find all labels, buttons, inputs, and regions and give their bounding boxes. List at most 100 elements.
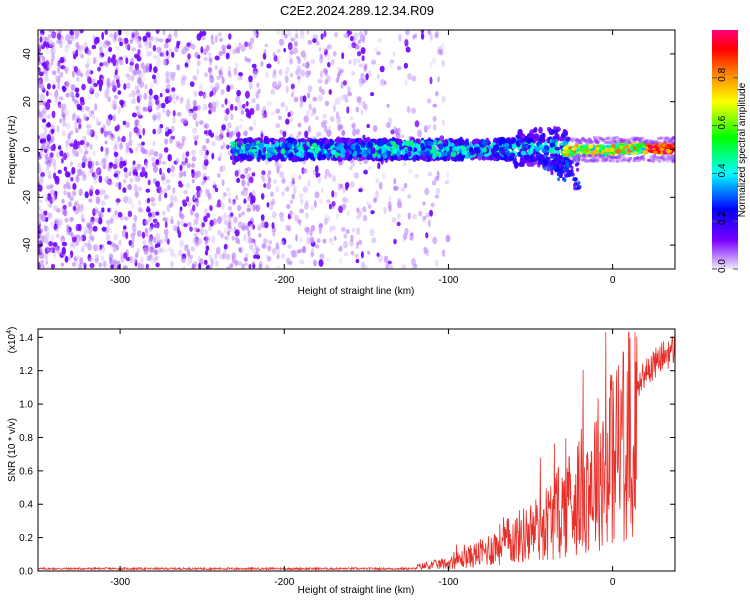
spectrogram-cell xyxy=(46,122,52,128)
spectrogram-cell xyxy=(448,142,455,147)
spectrogram-cell xyxy=(40,138,45,144)
spectrogram-cell xyxy=(369,228,375,237)
spectrogram-cell xyxy=(432,115,437,122)
spectrogram-cell xyxy=(304,212,309,220)
spectrogram-cell xyxy=(268,240,273,245)
spectrogram-cell xyxy=(391,217,397,223)
spectrogram-cell xyxy=(422,201,426,206)
spectrogram-cell xyxy=(196,191,202,199)
spectrogram-cell xyxy=(575,186,579,191)
spectrogram-cell xyxy=(148,40,152,49)
spectrogram-cell xyxy=(360,47,366,55)
spectrogram-cell xyxy=(315,131,320,139)
spectrogram-cell xyxy=(316,172,321,177)
spectrogram-cell xyxy=(271,222,275,229)
spectrogram-cell xyxy=(354,43,360,50)
spectrogram-cell xyxy=(172,90,176,99)
spectrogram-cell xyxy=(455,146,461,152)
spectrogram-cell xyxy=(528,157,532,163)
spectrogram-cell xyxy=(353,172,360,179)
spectrogram-cell xyxy=(157,126,161,133)
spectrogram-cell xyxy=(209,132,215,138)
spectrogram-cell xyxy=(201,103,207,111)
spectrogram-cell xyxy=(180,213,185,220)
spectrogram-cell xyxy=(514,161,519,169)
spectrogram-cell xyxy=(249,37,255,44)
spectrogram-cell xyxy=(315,139,319,144)
spectrogram-cell xyxy=(360,109,364,115)
spectrogram-cell xyxy=(270,191,274,197)
spectrogram-cell xyxy=(276,49,281,53)
spectrogram-cell xyxy=(339,183,344,189)
spectrogram-cell xyxy=(48,174,52,180)
spectrogram-cell xyxy=(126,82,131,89)
spectrogram-cell xyxy=(416,138,421,145)
spectrogram-cell xyxy=(59,218,63,226)
spectrogram-cell xyxy=(317,79,323,84)
spectrogram-cell xyxy=(53,172,57,180)
spectrogram-cell xyxy=(322,68,328,74)
spectrogram-cell xyxy=(261,155,266,161)
spectrogram-cell xyxy=(148,88,153,96)
spectrogram-cell xyxy=(276,166,280,174)
spectrogram-cell xyxy=(316,238,321,244)
spectrogram-cell xyxy=(134,85,140,91)
spectrogram-cell xyxy=(96,244,101,252)
spectrogram-cell xyxy=(227,70,232,77)
spectrogram-cell xyxy=(91,44,97,50)
spectrogram-cell xyxy=(324,174,328,179)
x-tick-label: -200 xyxy=(274,577,294,588)
spectrogram-cell xyxy=(244,167,249,174)
spectrogram-cell xyxy=(95,160,99,166)
spectrogram-cell xyxy=(231,200,236,206)
spectrogram-cell xyxy=(306,30,310,35)
spectrogram-cell xyxy=(112,114,116,122)
spectrogram-cell xyxy=(173,195,178,203)
spectrogram-cell xyxy=(529,146,534,154)
spectrogram-cell xyxy=(556,166,560,171)
spectrogram-cell xyxy=(547,161,552,166)
spectrogram-cell xyxy=(56,125,60,133)
spectrogram-cell xyxy=(125,231,129,240)
spectrogram-cell xyxy=(215,100,219,108)
spectrogram-cell xyxy=(57,82,60,90)
spectrogram-cell xyxy=(204,238,208,245)
spectrogram-cell xyxy=(609,155,614,160)
spectrogram-cell xyxy=(211,152,215,160)
spectrogram-cell xyxy=(137,143,142,148)
spectrogram-cell xyxy=(114,69,118,76)
spectrogram-cell xyxy=(107,56,111,64)
spectrogram-cell xyxy=(277,80,282,85)
spectrogram-cell xyxy=(46,245,50,253)
spectrogram-cell xyxy=(50,59,54,66)
spectrogram-cell xyxy=(407,212,411,220)
spectrogram-cell xyxy=(299,248,303,254)
spectrogram-cell xyxy=(335,212,339,220)
spectrogram-cell xyxy=(669,137,674,141)
spectrogram-cell xyxy=(56,151,61,159)
spectrogram-cell xyxy=(275,186,280,193)
spectrogram-cell xyxy=(349,165,353,171)
spectrogram-cell xyxy=(106,80,110,87)
spectrogram-cell xyxy=(200,46,204,54)
spectrogram-cell xyxy=(115,181,120,188)
spectrogram-cell xyxy=(45,47,49,55)
spectrogram-cell xyxy=(99,188,104,196)
spectrogram-cell xyxy=(50,128,55,134)
spectrogram-cell xyxy=(650,159,655,163)
spectrogram-cell xyxy=(324,79,329,85)
spectrogram-cell xyxy=(69,242,74,248)
spectrogram-cell xyxy=(468,146,474,154)
spectrogram-cell xyxy=(619,159,624,163)
spectrogram-cell xyxy=(422,155,426,162)
spectrogram-cell xyxy=(563,178,567,183)
spectrogram-cell xyxy=(318,223,323,231)
spectrogram-cell xyxy=(318,94,323,102)
spectrogram-cell xyxy=(330,59,335,66)
spectrogram-cell xyxy=(187,221,192,227)
spectrogram-cell xyxy=(407,151,412,158)
spectrogram-cell xyxy=(309,205,315,211)
spectrogram-cell xyxy=(258,149,262,156)
spectrogram-cell xyxy=(161,238,166,244)
spectrogram-cell xyxy=(396,65,402,71)
